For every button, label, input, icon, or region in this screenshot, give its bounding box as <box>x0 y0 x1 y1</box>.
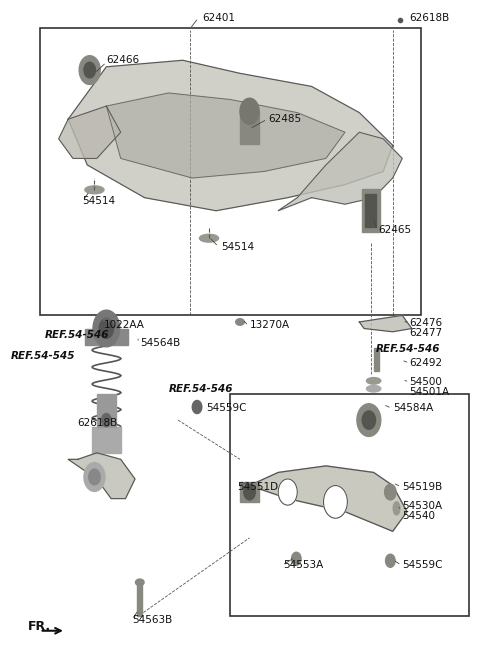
Ellipse shape <box>104 318 109 322</box>
Text: 54514: 54514 <box>83 196 116 206</box>
Text: 54530A: 54530A <box>402 501 443 511</box>
Polygon shape <box>250 466 407 532</box>
Ellipse shape <box>366 378 381 384</box>
Bar <box>39 28 421 315</box>
Ellipse shape <box>135 579 144 585</box>
Ellipse shape <box>85 186 104 194</box>
Text: 54514: 54514 <box>221 242 254 252</box>
Polygon shape <box>68 453 135 499</box>
Ellipse shape <box>199 235 218 242</box>
Text: 62618B: 62618B <box>78 419 118 428</box>
Polygon shape <box>68 60 393 211</box>
Text: FR.: FR. <box>28 620 51 633</box>
Text: 54564B: 54564B <box>140 338 180 348</box>
Text: 54584A: 54584A <box>393 403 433 413</box>
Circle shape <box>93 310 120 347</box>
Circle shape <box>192 401 202 413</box>
Text: 13270A: 13270A <box>250 320 289 330</box>
Polygon shape <box>278 132 402 211</box>
Text: REF.54-545: REF.54-545 <box>11 351 75 361</box>
Circle shape <box>99 319 114 338</box>
Text: 54500: 54500 <box>409 377 442 387</box>
Circle shape <box>84 62 96 78</box>
Text: 1022AA: 1022AA <box>104 320 145 330</box>
Circle shape <box>385 555 395 567</box>
Text: 54553A: 54553A <box>283 560 323 570</box>
Text: 54540: 54540 <box>402 511 435 521</box>
Text: 62492: 62492 <box>409 358 443 368</box>
Text: 54519B: 54519B <box>402 482 443 492</box>
Text: 62401: 62401 <box>202 12 235 23</box>
Circle shape <box>291 553 301 565</box>
Text: 54501A: 54501A <box>409 387 450 397</box>
Text: 62466: 62466 <box>107 55 140 65</box>
Circle shape <box>244 484 255 500</box>
Text: 62618B: 62618B <box>409 12 450 23</box>
Polygon shape <box>107 93 345 178</box>
Circle shape <box>384 484 396 500</box>
Text: 62476: 62476 <box>409 318 443 328</box>
Text: 62485: 62485 <box>269 114 302 124</box>
Polygon shape <box>59 106 120 158</box>
Text: REF.54-546: REF.54-546 <box>168 384 233 394</box>
Ellipse shape <box>366 386 381 392</box>
Circle shape <box>79 56 100 85</box>
Circle shape <box>240 98 259 124</box>
Text: REF.54-546: REF.54-546 <box>376 344 441 354</box>
Bar <box>230 394 469 616</box>
Text: 62465: 62465 <box>378 225 411 235</box>
Bar <box>137 583 142 616</box>
Polygon shape <box>360 315 412 332</box>
Bar <box>85 328 128 345</box>
Bar <box>97 394 116 426</box>
Bar <box>92 426 120 453</box>
Bar <box>240 111 259 144</box>
Text: REF.54-546: REF.54-546 <box>44 330 109 340</box>
Circle shape <box>278 479 297 505</box>
Text: 54551D: 54551D <box>238 482 279 492</box>
Ellipse shape <box>236 319 244 325</box>
Bar <box>362 189 380 232</box>
Circle shape <box>362 411 375 429</box>
Circle shape <box>357 404 381 436</box>
Text: 54559C: 54559C <box>206 403 247 413</box>
Circle shape <box>324 486 348 518</box>
Ellipse shape <box>393 502 400 515</box>
Bar <box>373 348 379 371</box>
Circle shape <box>89 469 100 485</box>
Text: 54563B: 54563B <box>132 615 173 625</box>
Circle shape <box>102 413 111 426</box>
Bar <box>240 482 259 502</box>
Bar <box>365 194 376 227</box>
Text: 62477: 62477 <box>409 328 443 338</box>
Circle shape <box>84 463 105 491</box>
Text: 54559C: 54559C <box>402 560 443 570</box>
